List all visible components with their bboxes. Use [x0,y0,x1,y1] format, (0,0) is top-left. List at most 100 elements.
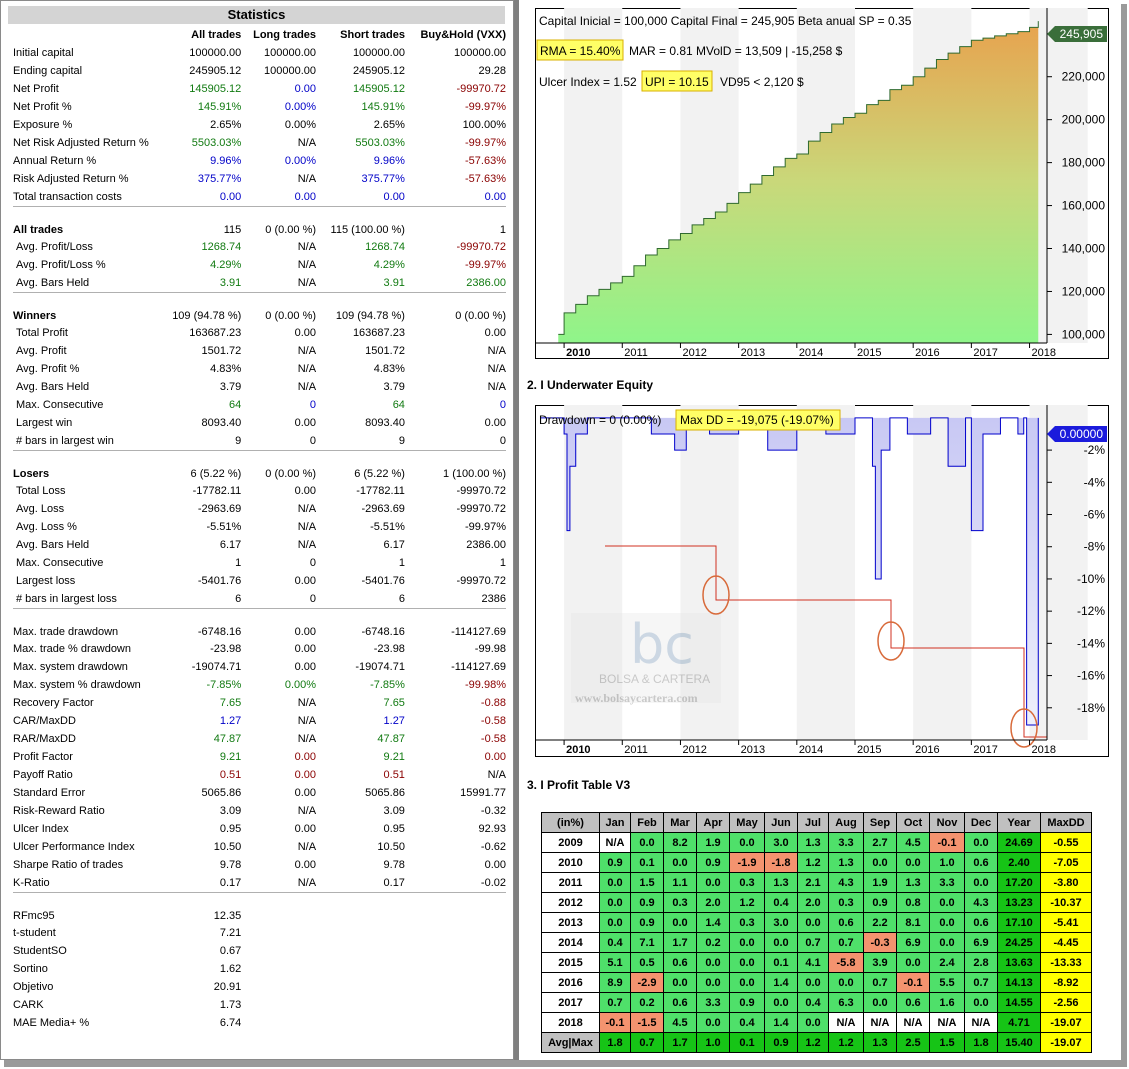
stats-value-short: 3.91 [383,276,405,289]
equity-x-tick-label: 2015 [857,347,881,359]
profit-table-row: 2011 0.0 1.5 1.1 0.0 0.3 1.3 2.1 4.3 1.9 1.3 3.3 0.0… [541,872,1092,893]
stats-value-short: -7.85% [370,679,405,691]
profit-cell: N/A [599,832,631,853]
stats-value-short: 6.17 [383,539,405,551]
stats-value-short: 163687.23 [352,327,405,339]
profit-cell: 0.0 [599,872,631,893]
profit-cell: 1.9 [696,832,730,853]
stats-value-long: N/A [297,521,317,533]
stats-value-all: 100000.00 [189,47,242,59]
profit-cell: 1.1 [663,872,697,893]
stats-value-short: 3.09 [383,805,405,817]
stats-row: Avg. Loss -2963.69 N/A -2963.69 -99970.72 [13,500,506,518]
stats-row-label: Risk-Reward Ratio [13,805,105,817]
stats-row-label: Avg. Loss % [16,521,77,533]
stats-value-all: 8093.40 [201,417,242,429]
stats-value-long: 0.00 [294,787,317,799]
profit-cell: 1.2 [797,852,829,873]
underwater-x-tick-label: 2017 [973,744,997,756]
stats-value-all: 1501.72 [201,345,242,357]
stats-value-short: -2963.69 [361,503,405,515]
profit-col-header: Jul [797,812,829,833]
stats-value-long [241,978,316,996]
equity-y-tick-label: 200,000 [1062,113,1106,127]
stats-value-long: 0.00 [294,83,317,95]
profit-cell: 0.9 [599,852,631,873]
panel-splitter[interactable] [514,0,519,1060]
maxdd-highlight [675,409,841,431]
stats-row: Avg. Profit 1501.72 N/A 1501.72 N/A [13,342,506,360]
profit-cell: 24.69 [997,832,1041,853]
stats-section-long: 0 (0.00 %) [241,205,317,238]
profit-cell: 0.2 [630,992,664,1013]
profit-cell: 0.0 [663,852,697,873]
profit-year-label: 2016 [541,972,600,993]
stats-value-short: -23.98 [373,643,405,655]
profit-cell: 1.4 [764,1012,798,1033]
profit-table-row: 2012 0.0 0.9 0.3 2.0 1.2 0.4 2.0 0.3 0.9 0.8 0.0 4.3… [541,892,1092,913]
stats-value-long [241,924,316,942]
profit-cell: 0.4 [764,892,798,913]
profit-cell: 0.0 [696,972,730,993]
profit-col-header: MaxDD [1040,812,1092,833]
watermark-brand: BOLSA & CARTERA [599,672,710,686]
profit-cell: 1.7 [663,932,697,953]
underwater-y-tick-label: -4% [1084,475,1106,489]
profit-cell: -1.9 [729,852,765,873]
stats-section-buyhold: 0 (0.00 %) [404,291,506,324]
equity-x-tick-label: 2018 [1032,347,1056,359]
stats-value-all: 1 [235,557,242,569]
equity-x-tick-label: 2016 [915,347,939,359]
stats-value-buyhold: 0.00 [484,751,506,763]
stats-value-all: 145905.12 [189,83,242,95]
profit-cell: 0.0 [929,912,965,933]
stats-section-label: Winners [13,291,167,324]
dd-marker-2012 [702,575,730,615]
stats-value-buyhold: -99.97% [465,259,506,271]
stats-row: # bars in largest loss 6 0 6 2386 [13,590,506,608]
stats-row-label: Standard Error [13,787,86,799]
underwater-y-tick-label: -2% [1084,443,1106,457]
profit-footer-cell: 1.7 [663,1032,697,1053]
stats-row-label: Avg. Profit/Loss % [16,259,106,271]
profit-cell: 0.5 [630,952,664,973]
profit-table-row: 2010 0.9 0.1 0.0 0.9 -1.9 -1.8 1.2 1.3 0.0 0.0 1.0 0… [541,852,1092,873]
stats-row-label: Net Risk Adjusted Return % [13,137,149,149]
profit-cell: 0.0 [764,992,798,1013]
stats-row-label: # bars in largest win [16,434,114,447]
profit-table-row: 2014 0.4 7.1 1.7 0.2 0.0 0.0 0.7 0.7 -0.3 6.9 0.0 6.… [541,932,1092,953]
stats-value-all: 1.62 [219,963,242,975]
stats-value-all: 10.50 [213,841,242,853]
profit-cell: 1.4 [696,912,730,933]
profit-cell: 0.0 [797,912,829,933]
stats-value-long: 0.00 [241,607,317,640]
ulcer-label: Ulcer Index = 1.52 [539,75,637,89]
stats-row: Standard Error 5065.86 0.00 5065.86 15991.77 [13,784,506,802]
dd-marker-2015 [877,621,905,661]
equity-y-tick-label: 140,000 [1062,242,1106,256]
profit-cell: 0.7 [599,992,631,1013]
stats-section-short: 109 (94.78 %) [316,291,405,324]
stats-value-long: 0.00 [294,823,317,835]
profit-cell: 0.2 [696,932,730,953]
stats-value-buyhold: -57.63% [465,173,506,185]
col-header-buyhold: Buy&Hold (VXX) [420,29,506,41]
stats-value-all: 5065.86 [201,787,242,799]
underwater-x-tick-label: 2013 [741,744,765,756]
profit-cell: 4.1 [797,952,829,973]
stats-value-short: 10.50 [377,841,405,853]
equity-last-value: 245,905 [1060,27,1104,41]
stats-row: Recovery Factor 7.65 N/A 7.65 -0.88 [13,694,506,712]
profit-cell: 0.0 [964,872,998,893]
profit-cell: 0.0 [764,932,798,953]
stats-value-all: 163687.23 [189,327,242,339]
stats-value-buyhold: -99.97% [465,521,506,533]
profit-cell: 0.9 [696,852,730,873]
profit-table-row: 2018 -0.1 -1.5 4.5 0.0 0.4 1.4 0.0 N/A N/A N/A N/A N… [541,1012,1092,1033]
stats-value-short: -6748.16 [316,607,405,640]
profit-cell: 0.0 [630,832,664,853]
profit-cell: 6.3 [828,992,864,1013]
stats-value-buyhold: -0.02 [480,876,506,889]
stats-row-label: Max. trade % drawdown [13,643,131,655]
stats-value-all: 9.21 [219,751,242,763]
